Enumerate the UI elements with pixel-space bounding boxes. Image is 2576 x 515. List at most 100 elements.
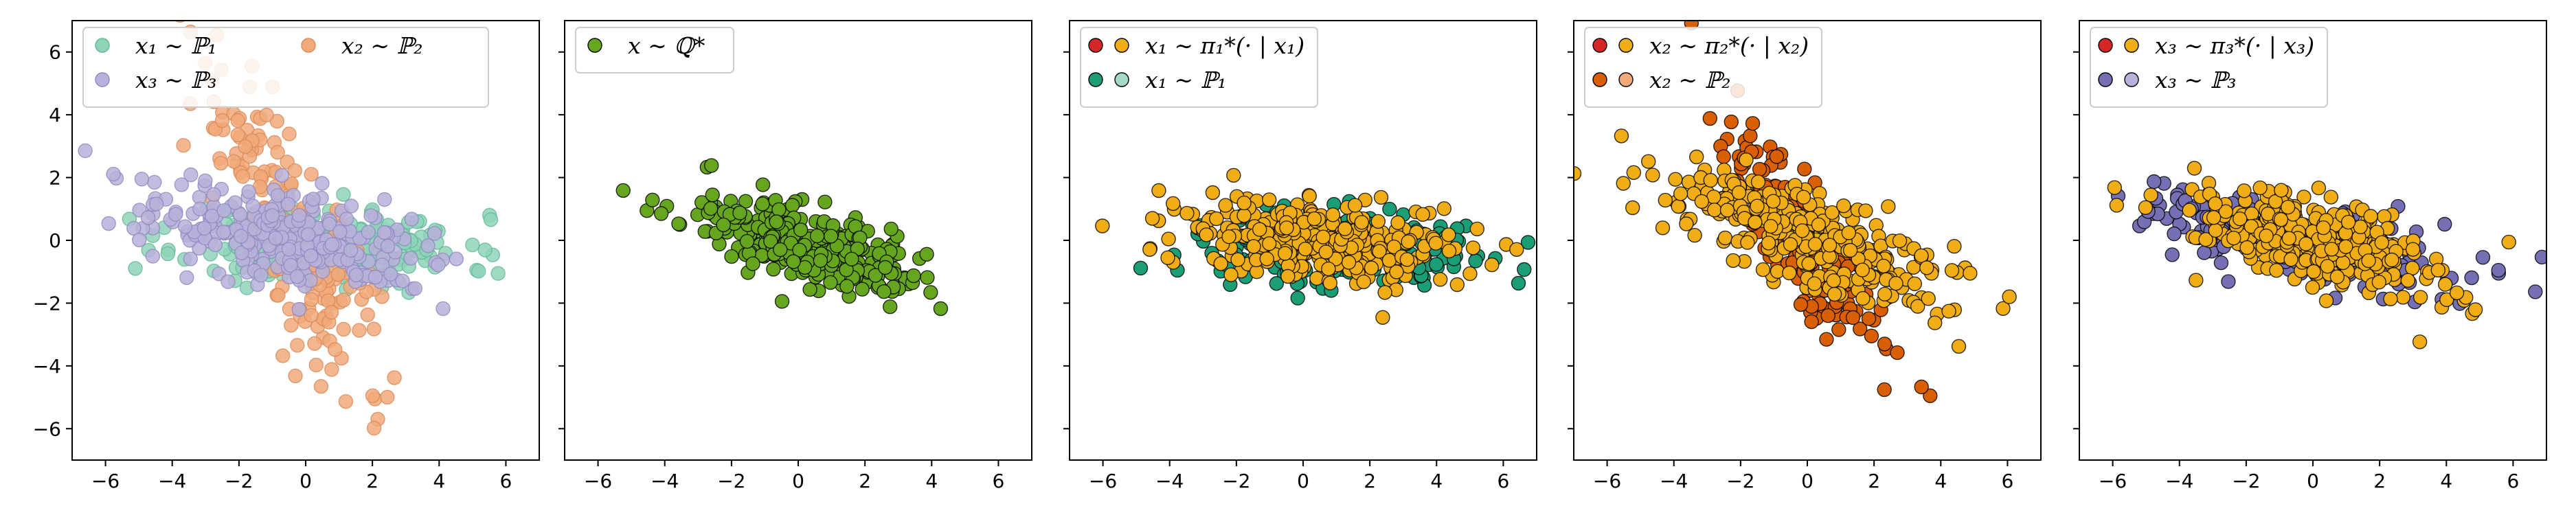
data-point-s1 (2213, 255, 2229, 271)
data-point-s2 (308, 357, 324, 373)
data-point-s2 (1740, 235, 1755, 250)
data-point-s2 (1223, 267, 1239, 282)
data-point-s2 (2259, 228, 2274, 244)
data-point-s2 (2329, 269, 2345, 284)
data-point-s2 (1144, 211, 1160, 226)
data-point-s3 (177, 219, 193, 234)
data-point-s3 (324, 237, 340, 252)
data-point-s1 (868, 268, 883, 283)
data-point-s2 (2273, 212, 2289, 227)
legend-label: x₁ ∼ ℙ₁ (1145, 67, 1227, 93)
data-point-s2 (1160, 250, 1175, 265)
data-point-s2 (226, 154, 242, 169)
data-point-s2 (1855, 262, 1870, 277)
legend: x₁ ∼ π₁*(· | x₁) x₁ ∼ ℙ₁ (1080, 27, 1318, 108)
data-point-s2 (328, 342, 343, 357)
data-point-s2 (1841, 225, 1857, 240)
data-point-s1 (716, 217, 731, 233)
data-point-s2 (1307, 211, 1322, 227)
y-tick-label: 4 (49, 104, 61, 126)
scatter-points (615, 158, 949, 317)
data-point-s3 (395, 273, 410, 288)
data-point-s1 (732, 205, 747, 220)
data-point-s3 (407, 281, 422, 296)
data-point-s2 (235, 169, 251, 184)
data-point-s2 (1811, 217, 1827, 232)
data-point-s2 (1907, 276, 1923, 291)
data-point-s2 (2226, 231, 2241, 246)
data-point-s3 (227, 195, 242, 210)
data-point-s2 (2232, 211, 2248, 227)
data-point-s2 (1095, 218, 1110, 233)
data-point-s1 (1797, 161, 1812, 176)
data-point-s2 (1372, 244, 1387, 259)
data-point-s3 (179, 270, 194, 285)
data-point-s1 (1511, 275, 1526, 291)
data-point-s1 (1743, 128, 1758, 144)
data-point-s2 (2218, 204, 2233, 219)
data-point-s2 (1921, 291, 1936, 306)
data-point-s2 (1370, 214, 1386, 229)
x-tick-label: 0 (792, 470, 804, 492)
y-tick-label: 0 (49, 229, 61, 252)
data-point-s3 (207, 237, 223, 253)
data-point-s2 (313, 379, 329, 394)
data-point-s1 (855, 282, 870, 297)
data-point-s3 (183, 251, 198, 266)
data-point-s2 (1364, 260, 1379, 275)
data-point-s2 (1509, 242, 1524, 257)
data-point-s2 (1668, 172, 1683, 187)
data-point-s1 (1914, 379, 1929, 395)
data-point-s2 (1703, 172, 1719, 188)
data-point-s2 (2405, 260, 2420, 276)
data-point-s2 (304, 308, 319, 323)
y-tick-label: −4 (33, 355, 61, 378)
data-point-s1 (784, 198, 800, 213)
data-point-s2 (1415, 207, 1430, 222)
data-point-s1 (1133, 260, 1149, 276)
legend-label: x₂ ∼ ℙ₂ (341, 32, 423, 59)
data-point-s1 (2146, 174, 2162, 190)
data-point-s3 (348, 267, 364, 283)
data-point-s2 (1679, 216, 1694, 231)
legend-marker (301, 38, 316, 53)
data-point-s2 (2298, 236, 2314, 251)
data-point-s2 (336, 321, 351, 337)
data-point-s2 (1252, 222, 1267, 237)
data-point-s1 (483, 212, 499, 227)
data-point-s1 (793, 222, 809, 238)
data-point-s2 (1801, 256, 1816, 271)
data-point-s3 (383, 266, 398, 282)
data-point-s2 (2206, 210, 2222, 225)
data-point-s3 (145, 249, 161, 264)
data-point-s3 (377, 192, 392, 207)
x-tick-label: −2 (225, 470, 253, 492)
data-point-s1 (809, 228, 825, 244)
data-point-s2 (1827, 286, 1842, 302)
data-point-s2 (1673, 186, 1688, 201)
data-point-s2 (1236, 195, 1252, 211)
x-tick-label: −6 (2099, 470, 2127, 492)
data-point-s2 (2281, 231, 2297, 246)
x-tick-label: 6 (1498, 470, 1510, 492)
data-point-s2 (2182, 203, 2197, 218)
data-point-s1 (1429, 257, 1444, 272)
data-point-s2 (1205, 185, 1221, 201)
data-point-s3 (140, 210, 156, 225)
data-point-s2 (1626, 165, 1642, 181)
data-point-s2 (380, 389, 395, 405)
x-tick-label: 4 (925, 470, 938, 492)
data-point-s3 (196, 220, 212, 236)
data-point-s1 (615, 183, 631, 198)
data-point-s2 (304, 167, 319, 182)
legend-marker (587, 38, 602, 53)
data-point-s2 (2320, 259, 2335, 274)
data-point-s1 (745, 256, 760, 271)
data-point-s2 (1401, 234, 1416, 249)
data-point-s2 (1881, 199, 1896, 214)
data-point-s2 (1763, 218, 1778, 234)
data-point-s1 (1877, 382, 1892, 398)
data-point-s2 (214, 113, 230, 128)
data-point-s2 (1858, 203, 1873, 218)
data-point-s1 (755, 196, 770, 211)
